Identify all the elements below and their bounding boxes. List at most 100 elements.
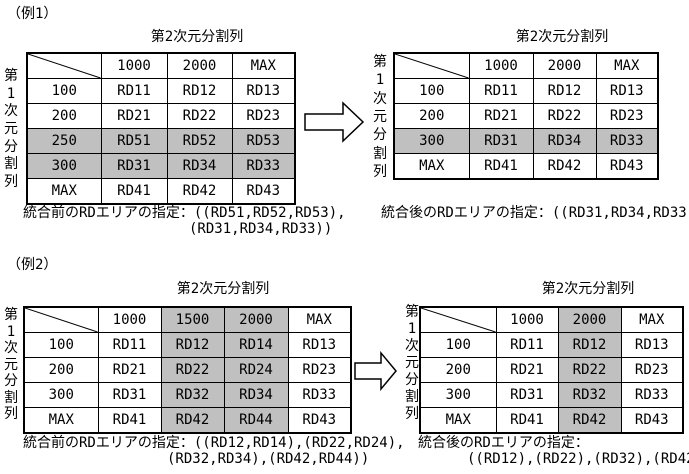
rd-area-cell: RD11 (495, 332, 559, 358)
axis-label-char: 割 (4, 156, 18, 173)
rd-area-cell: RD12 (532, 78, 597, 104)
example1-before-caption-line1: 統合前のRDエリアの指定：((RD51,RD52,RD53), (23, 205, 346, 221)
rd-area-cell: RD22 (160, 357, 225, 383)
example1-before-table: 1000 2000 MAX 100 RD11 RD12 RD13 200 RD21 RD22 RD2… (26, 52, 296, 205)
axis-label-char: 列 (4, 406, 18, 422)
row-header-cell: 250 (26, 128, 102, 154)
table-row: 300 RD31 RD32 RD34 RD33 (23, 382, 352, 408)
row-header-cell: 100 (26, 78, 102, 104)
rd-area-cell: RD21 (100, 103, 168, 129)
rd-area-cell: RD12 (166, 78, 233, 104)
rd-area-cell: RD24 (223, 357, 289, 383)
table-row: 100 RD11 RD12 RD13 (393, 78, 659, 104)
rd-area-cell: RD44 (223, 407, 289, 434)
table-row: 100 RD11 RD12 RD13 (26, 78, 296, 104)
column-header-cell: 2000 (557, 306, 622, 333)
rd-area-cell: RD14 (223, 332, 289, 358)
rd-area-cell: RD43 (287, 407, 352, 434)
example2-label: （例2） (7, 257, 58, 273)
rd-area-cell: RD43 (231, 178, 296, 205)
row-header-cell: 100 (419, 332, 497, 358)
axis-label-char: 元 (405, 355, 419, 371)
axis-label-char: 列 (405, 406, 419, 422)
rd-area-cell: RD21 (495, 357, 559, 383)
example2-after-caption-line2: ((RD12),(RD22),(RD32),(RD42)) (467, 451, 689, 467)
axis-label-char: 割 (4, 389, 18, 406)
table-row: MAX RD41 RD42 RD43 (26, 178, 296, 205)
example2-before-table-title: 第2次元分割列 (176, 281, 270, 297)
rd-area-cell: RD22 (532, 103, 597, 129)
rd-area-cell: RD32 (160, 382, 225, 408)
row-header-cell: 100 (23, 332, 99, 358)
table-row: MAX RD41 RD42 RD44 RD43 (23, 407, 352, 434)
axis-label-char: 割 (373, 145, 387, 162)
example2-before-table: 1000 1500 2000 MAX 100 RD11 RD12 RD14 RD13 200 RD2… (23, 306, 352, 434)
rd-area-cell: RD42 (557, 407, 622, 434)
rd-area-cell: RD21 (97, 357, 162, 383)
diagonal-slash-icon (25, 308, 98, 332)
rd-area-cell: RD41 (100, 178, 168, 205)
rd-area-cell: RD31 (100, 153, 168, 179)
table-row: 100 RD11 RD12 RD13 (419, 332, 684, 358)
partition-table: 1000 1500 2000 MAX 100 RD11 RD12 RD14 RD13 200 RD2… (23, 306, 352, 434)
rd-area-cell: RD23 (231, 103, 296, 129)
column-header-cell: 1000 (97, 306, 162, 333)
diagonal-slash-icon (421, 308, 496, 332)
example1-label: （例1） (7, 6, 58, 22)
rd-area-cell: RD13 (595, 78, 659, 104)
axis-label-char: 第 (373, 54, 387, 70)
axis-label-char: 列 (4, 173, 18, 190)
table-row: 200 RD21 RD22 RD23 (26, 103, 296, 129)
example1-before-caption-line2: (RD31,RD34,RD33)) (189, 221, 333, 237)
rd-area-cell: RD32 (557, 382, 622, 408)
example2-after-table: 1000 2000 MAX 100 RD11 RD12 RD13 200 RD21 RD22 RD2… (419, 306, 684, 434)
rd-area-cell: RD21 (468, 103, 534, 129)
rd-area-cell: RD52 (166, 128, 233, 154)
axis-label-char: 第 (405, 304, 419, 320)
column-header-cell: 2000 (166, 52, 233, 79)
row-header-cell: 200 (419, 357, 497, 383)
rd-area-cell: RD11 (100, 78, 168, 104)
diagonal-slash-icon (395, 54, 469, 78)
axis-label-char: 次 (373, 90, 387, 107)
rd-area-cell: RD33 (620, 382, 684, 408)
rd-area-cell: RD33 (231, 153, 296, 179)
example2-before-caption-line1: 統合前のRDエリアの指定：((RD12,RD14),(RD22,RD24), (23, 435, 405, 451)
rd-area-cell: RD43 (595, 153, 659, 180)
column-header-cell: 1000 (468, 52, 534, 79)
partition-table: 1000 2000 MAX 100 RD11 RD12 RD13 200 RD21 RD22 RD2… (26, 52, 296, 205)
rd-area-cell: RD22 (557, 357, 622, 383)
row-header-cell: 200 (393, 103, 470, 129)
row-header-cell: 200 (23, 357, 99, 383)
partition-table: 1000 2000 MAX 100 RD11 RD12 RD13 200 RD21 RD22 RD2… (419, 306, 684, 434)
table-row: 300 RD31 RD34 RD33 (393, 128, 659, 154)
rd-area-cell: RD42 (532, 153, 597, 180)
example1-after-caption-line1: 統合後のRDエリアの指定：((RD31,RD34,RD33)) (381, 205, 689, 221)
row-header-cell: 300 (26, 153, 102, 179)
rd-area-cell: RD42 (166, 178, 233, 205)
example2-after-table-title: 第2次元分割列 (541, 281, 635, 297)
axis-label-char: 分 (405, 372, 419, 388)
axis-label-char: 1 (6, 85, 16, 102)
row-header-cell: MAX (393, 153, 470, 180)
example1-transform-arrow-icon (303, 101, 365, 143)
rd-area-cell: RD11 (97, 332, 162, 358)
row-header-cell: 100 (393, 78, 470, 104)
rd-area-cell: RD34 (166, 153, 233, 179)
axis-label-char: 分 (4, 138, 18, 155)
example1-after-table-title: 第2次元分割列 (515, 29, 609, 45)
axis-label-char: 分 (4, 373, 18, 389)
table-row: 200 RD21 RD22 RD24 RD23 (23, 357, 352, 383)
partition-table: 1000 2000 MAX 100 RD11 RD12 RD13 200 RD21 RD22 RD2… (393, 52, 659, 180)
rd-area-cell: RD11 (468, 78, 534, 104)
row-header-cell: MAX (23, 407, 99, 434)
axis-label-char: 第 (4, 307, 18, 323)
axis-label-char: 元 (4, 356, 18, 373)
axis-label-char: 1 (407, 321, 417, 337)
table-row: 250 RD51 RD52 RD53 (26, 128, 296, 154)
